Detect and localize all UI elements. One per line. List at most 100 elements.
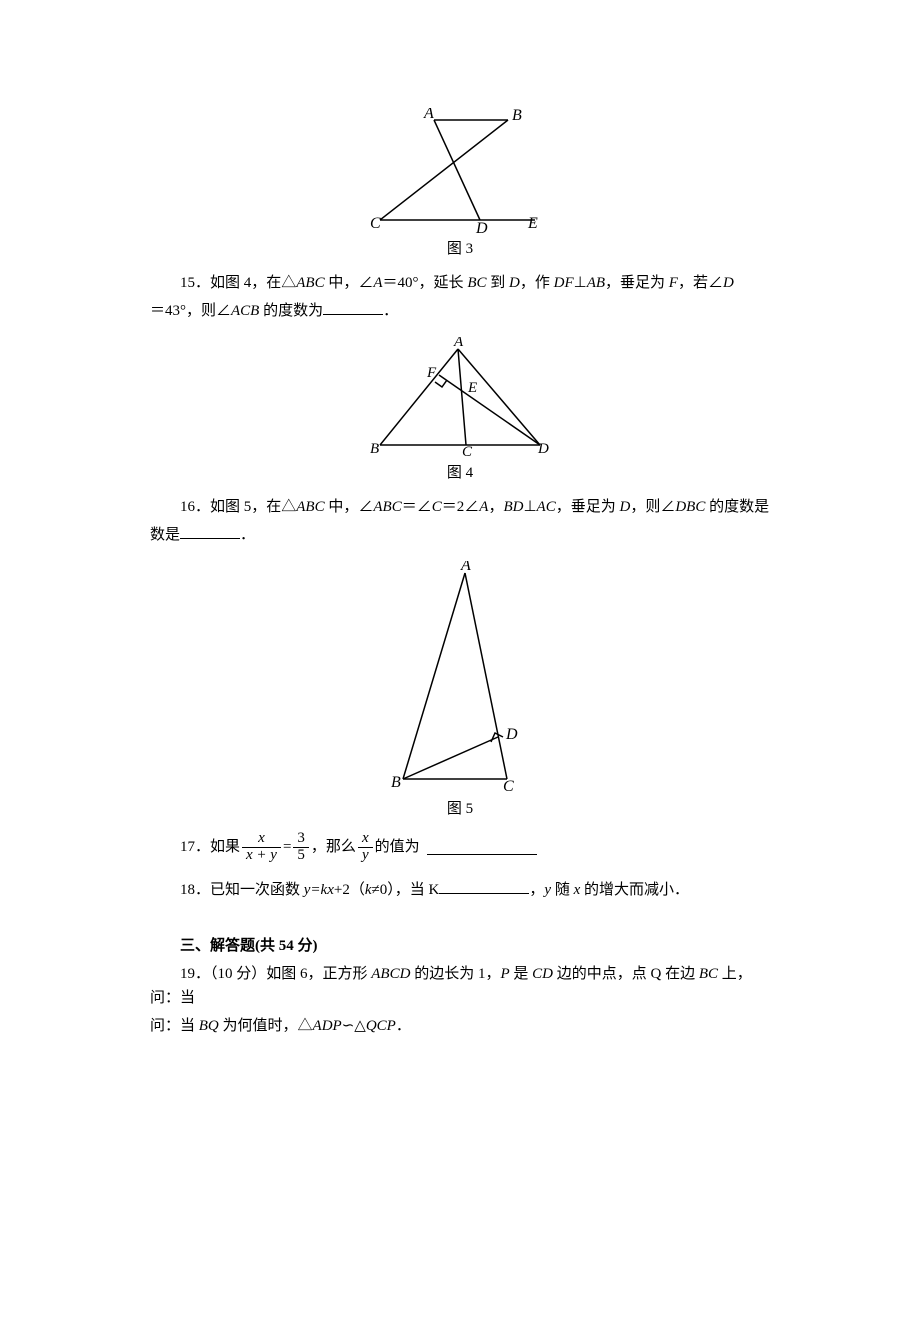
q19-adp: ADP bbox=[313, 1018, 342, 1034]
q15-period: ． bbox=[383, 303, 398, 319]
q17-eq: = bbox=[283, 835, 291, 859]
q17-ta: ．如果 bbox=[195, 835, 240, 859]
q15-perp: ⊥ bbox=[574, 275, 587, 291]
q16-period: ． bbox=[240, 527, 255, 543]
q15-te: ，作 bbox=[520, 275, 554, 291]
q16-eq2: ＝2∠ bbox=[442, 499, 480, 515]
q16-bd: BD bbox=[503, 499, 523, 515]
q17-frac3: x y bbox=[358, 831, 373, 864]
q18-p2: ） bbox=[387, 882, 395, 898]
q18-td: 随 bbox=[551, 882, 574, 898]
q19-pts: ．（10 分）如图 6，正方形 bbox=[195, 966, 371, 982]
fig3-label-a: A bbox=[423, 108, 434, 122]
q18-tb: ，当 K bbox=[395, 882, 440, 898]
q18-func: y=kx bbox=[304, 882, 334, 898]
figure-3: A B C D E bbox=[150, 108, 770, 233]
figure-4-caption: 图 4 bbox=[150, 461, 770, 485]
fig4-label-c: C bbox=[462, 444, 473, 457]
q19-num: 19 bbox=[180, 966, 195, 982]
q16-abc: ABC bbox=[296, 499, 324, 515]
q15-abc: ABC bbox=[296, 275, 324, 291]
q16-te: ，则∠ bbox=[630, 499, 675, 515]
q19-bc: BC bbox=[699, 966, 718, 982]
q16-num: 16 bbox=[180, 499, 195, 515]
q17-frac2: 3 5 bbox=[293, 831, 309, 864]
q19-abcd: ABCD bbox=[371, 966, 410, 982]
question-15-line2: ＝43°，则∠ACB 的度数为． bbox=[150, 299, 770, 323]
q17-num: 17 bbox=[180, 835, 195, 859]
q19-qcp2: CP bbox=[377, 1018, 396, 1034]
q18-te: 的增大而减小． bbox=[580, 882, 689, 898]
fig3-label-b: B bbox=[512, 108, 522, 124]
q17-tb: ，那么 bbox=[311, 835, 356, 859]
q16-d: D bbox=[619, 499, 630, 515]
q15-f: F bbox=[669, 275, 678, 291]
figure-5: A B C D bbox=[150, 561, 770, 793]
q19-bq: BQ bbox=[199, 1018, 219, 1034]
q16-ac: AC bbox=[537, 499, 556, 515]
q15-ab: AB bbox=[587, 275, 605, 291]
q16-abc2: ABC bbox=[373, 499, 401, 515]
q16-c: C bbox=[432, 499, 442, 515]
q15-eq40: ＝40° bbox=[383, 275, 419, 291]
q15-d: D bbox=[509, 275, 520, 291]
q15-acb: ACB bbox=[231, 303, 259, 319]
q19-cd: CD bbox=[532, 966, 553, 982]
q18-neq: ≠0 bbox=[372, 882, 388, 898]
q19-te: 为何值时，△ bbox=[219, 1018, 313, 1034]
fig4-label-a: A bbox=[453, 337, 464, 350]
fig3-label-d: D bbox=[475, 220, 488, 233]
q19-sim: ∽△ bbox=[342, 1018, 366, 1034]
q15-eq43: ＝43° bbox=[150, 303, 186, 319]
q15-num: 15 bbox=[180, 275, 195, 291]
q16-tf: 的度数是 bbox=[705, 499, 769, 515]
figure-5-caption: 图 5 bbox=[150, 797, 770, 821]
figure-4: A B C D F E bbox=[150, 337, 770, 457]
fig4-label-e: E bbox=[467, 380, 477, 396]
q18-k: k bbox=[365, 882, 372, 898]
q17-frac3-num: x bbox=[358, 831, 373, 848]
q15-bc: BC bbox=[467, 275, 486, 291]
q19-p: P bbox=[500, 966, 509, 982]
question-16-line2: 数是． bbox=[150, 523, 770, 547]
q17-frac1-den: x + y bbox=[242, 848, 281, 864]
question-18: 18．已知一次函数 y=kx+2（k≠0），当 K，y 随 x 的增大而减小． bbox=[150, 878, 770, 902]
q15-tg: ，若∠ bbox=[678, 275, 723, 291]
q16-blank bbox=[180, 523, 240, 539]
fig3-label-c: C bbox=[370, 215, 381, 232]
q15-tc: ，延长 bbox=[419, 275, 468, 291]
q16-dbc: DBC bbox=[675, 499, 705, 515]
fig4-label-f: F bbox=[426, 365, 437, 381]
q17-frac2-den: 5 bbox=[293, 848, 309, 864]
q18-ta: ．已知一次函数 bbox=[195, 882, 304, 898]
q19-period: ． bbox=[396, 1018, 411, 1034]
fig4-label-b: B bbox=[370, 441, 379, 457]
q17-tc: 的值为 bbox=[375, 835, 420, 859]
figure-3-caption: 图 3 bbox=[150, 237, 770, 261]
q16-tc: ， bbox=[488, 499, 503, 515]
q19-qcp: Q bbox=[366, 1018, 377, 1034]
q15-a: A bbox=[373, 275, 382, 291]
q15-th: ，则∠ bbox=[186, 303, 231, 319]
q15-tb: 中，∠ bbox=[325, 275, 374, 291]
q18-tc: ， bbox=[529, 882, 544, 898]
fig3-label-e: E bbox=[527, 215, 538, 232]
q17-frac1: x x + y bbox=[242, 831, 281, 864]
q15-blank bbox=[323, 299, 383, 315]
fig5-label-a: A bbox=[460, 561, 471, 574]
q19-ta: 的边长为 1， bbox=[410, 966, 500, 982]
q19-te-pre: 问：当 bbox=[150, 1018, 199, 1034]
q19-tc: 边的中点，点 Q 在边 bbox=[553, 966, 699, 982]
q16-eq: ＝∠ bbox=[402, 499, 432, 515]
q17-blank bbox=[427, 839, 537, 855]
q18-blank bbox=[439, 878, 529, 894]
q17-frac2-num: 3 bbox=[293, 831, 309, 848]
q15-d2: D bbox=[723, 275, 734, 291]
q15-td: 到 bbox=[486, 275, 509, 291]
q16-td: ，垂足为 bbox=[556, 499, 620, 515]
q17-frac1-num: x bbox=[242, 831, 281, 848]
q18-p1: （ bbox=[350, 882, 365, 898]
fig5-label-b: B bbox=[391, 774, 401, 791]
question-15: 15．如图 4，在△ABC 中，∠A＝40°，延长 BC 到 D，作 DF⊥AB… bbox=[150, 271, 770, 295]
fig5-label-c: C bbox=[503, 778, 514, 793]
